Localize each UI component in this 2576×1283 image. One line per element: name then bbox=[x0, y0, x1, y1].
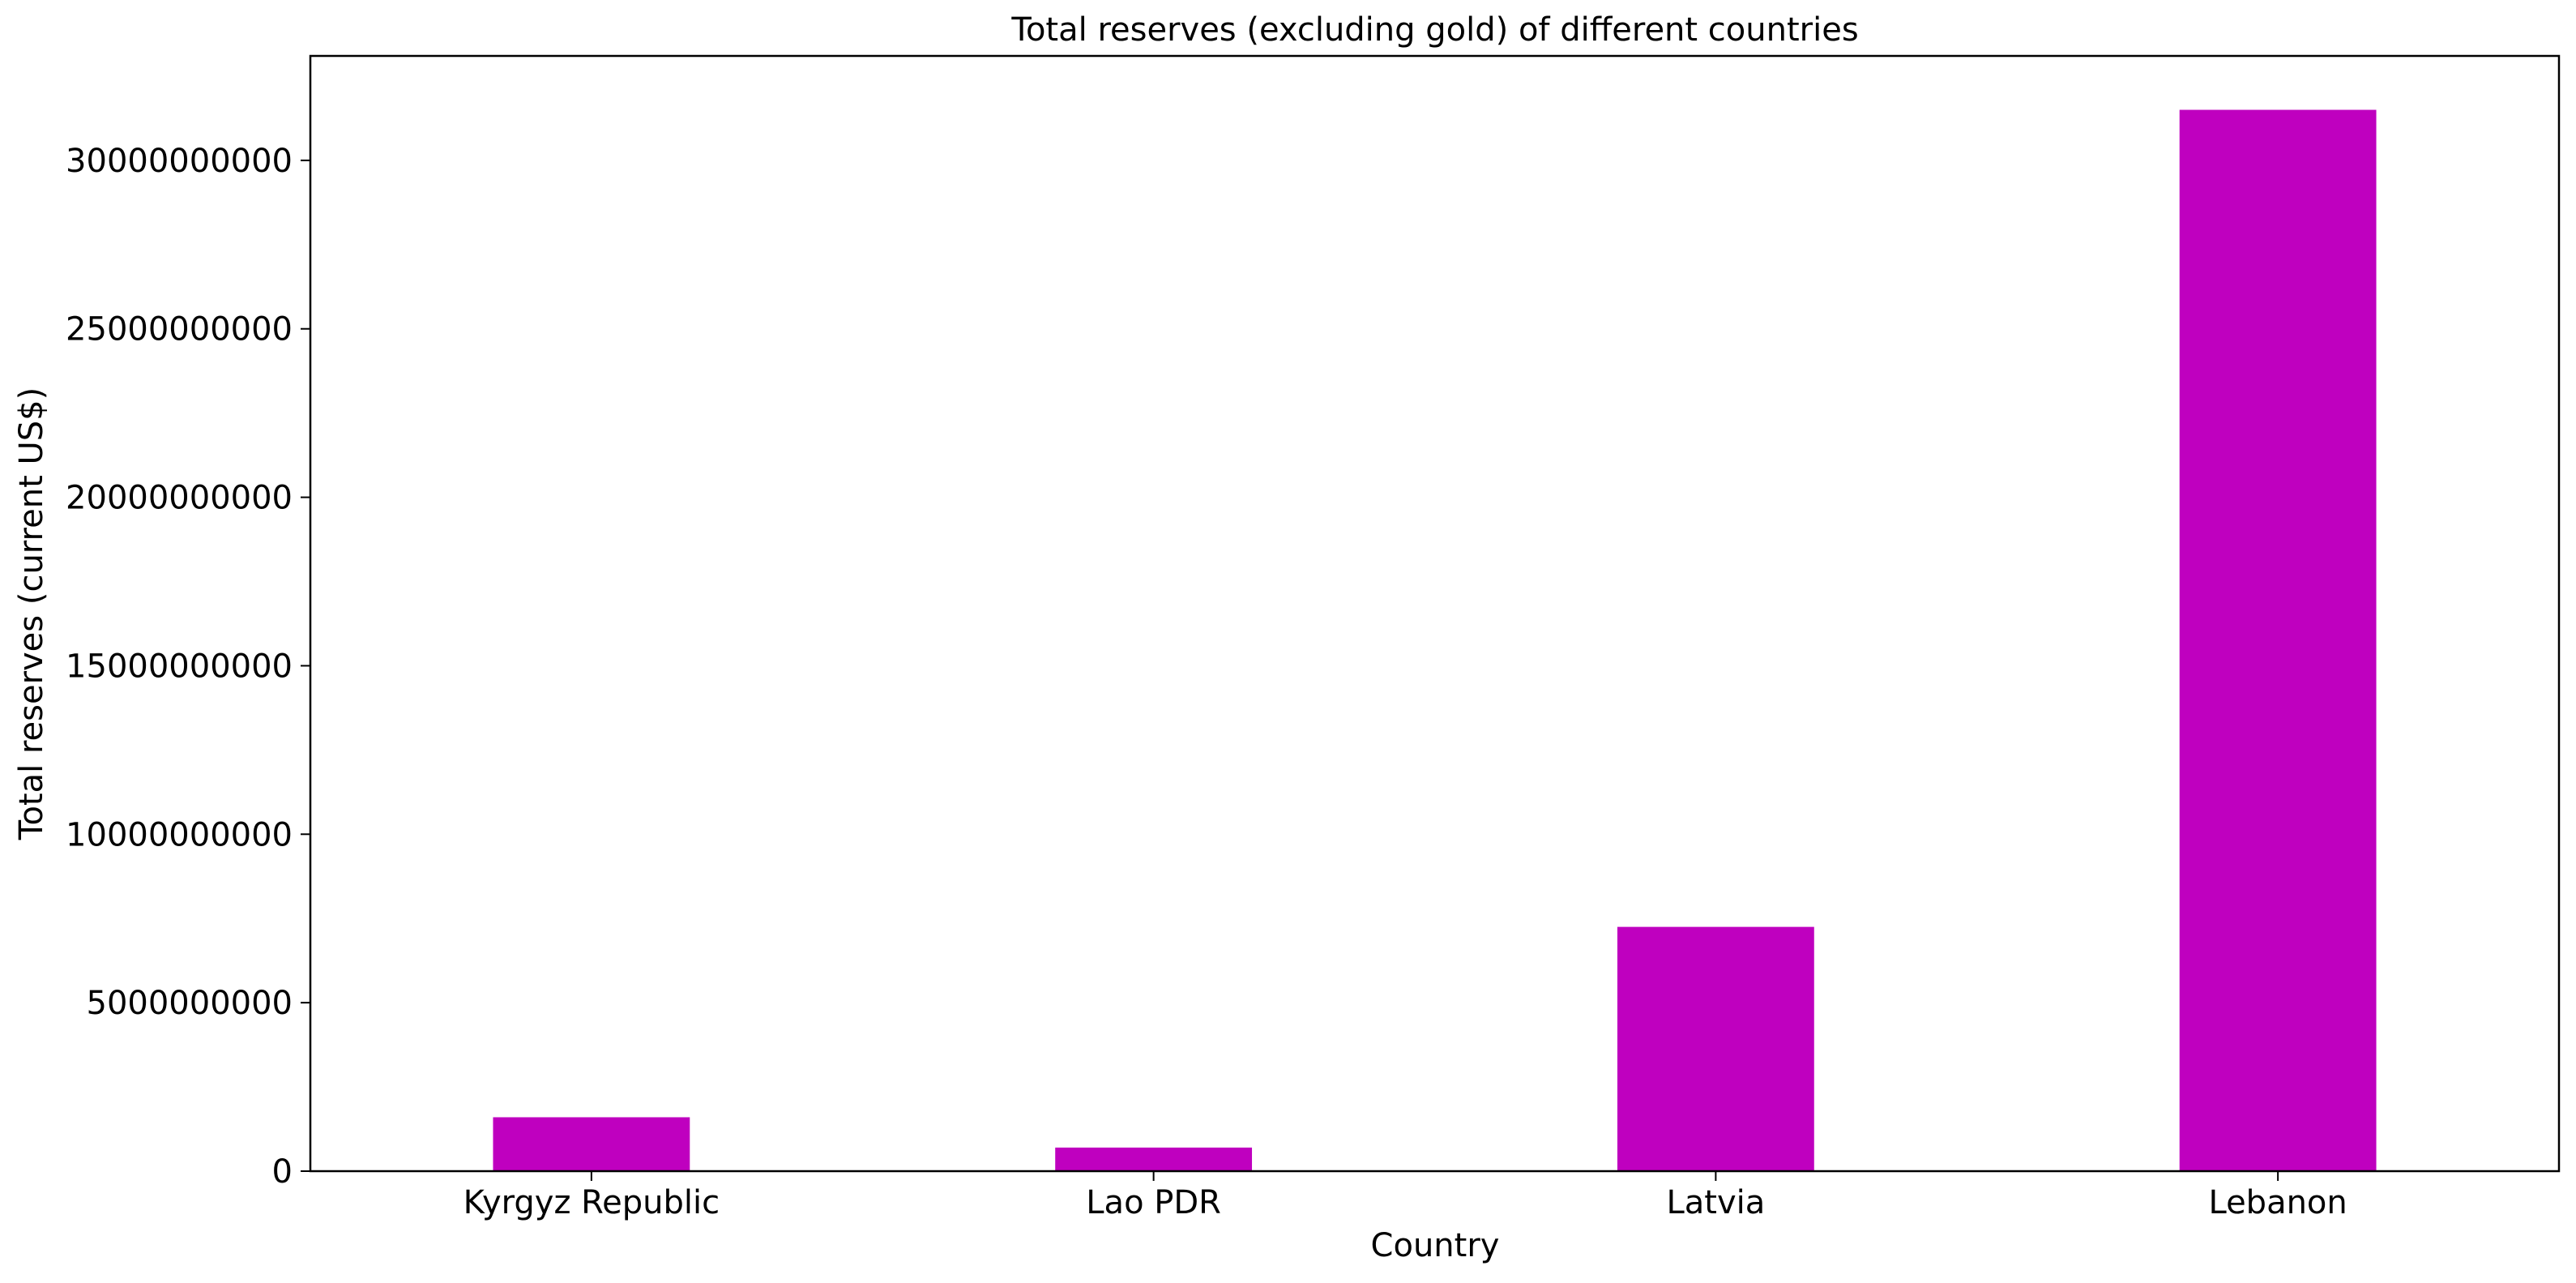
y-tick-label: 5000000000 bbox=[87, 985, 293, 1022]
y-tick-label: 25000000000 bbox=[66, 311, 293, 349]
y-axis: 0 5000000000 10000000000 15000000000 2000000… bbox=[66, 143, 310, 1191]
y-tick-label: 30000000000 bbox=[66, 143, 293, 180]
y-axis-label: Total reserves (current US$) bbox=[13, 387, 50, 840]
x-axis-label: Country bbox=[1371, 1227, 1500, 1264]
chart-title: Total reserves (excluding gold) of diffe… bbox=[1010, 11, 1858, 49]
y-tick-label: 20000000000 bbox=[66, 480, 293, 517]
x-axis: Kyrgyz Republic Lao PDR Latvia Lebanon bbox=[464, 1171, 2347, 1221]
plot-area-frame bbox=[309, 54, 2561, 1173]
bar-lebanon bbox=[2179, 109, 2377, 1172]
y-tick-label: 0 bbox=[272, 1153, 293, 1191]
x-tick-label: Kyrgyz Republic bbox=[464, 1184, 720, 1221]
bar-latvia bbox=[1617, 926, 1814, 1171]
x-tick-label: Lebanon bbox=[2208, 1184, 2347, 1221]
bar-lao-pdr bbox=[1055, 1147, 1253, 1171]
y-tick-label: 10000000000 bbox=[66, 816, 293, 853]
x-tick-label: Lao PDR bbox=[1086, 1184, 1221, 1221]
x-tick-label: Latvia bbox=[1666, 1184, 1765, 1221]
bar-kyrgyz-republic bbox=[493, 1117, 690, 1171]
y-tick-label: 15000000000 bbox=[66, 648, 293, 685]
bars-layer bbox=[493, 109, 2377, 1172]
